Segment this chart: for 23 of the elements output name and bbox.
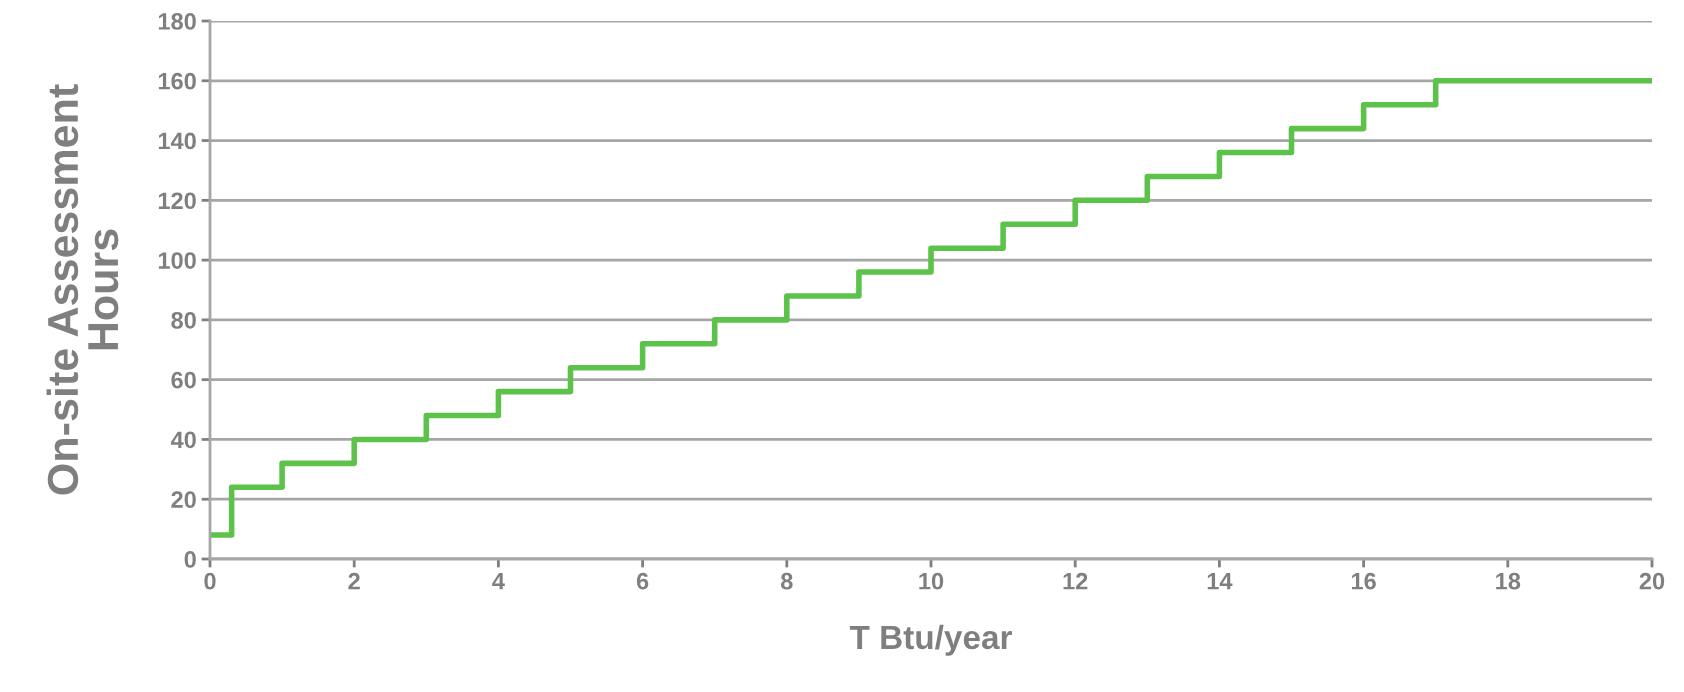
x-tick-label: 10	[919, 572, 944, 590]
y-tick-label: 100	[158, 252, 196, 269]
x-tick-label: 18	[1496, 572, 1521, 590]
y-tick-label: 60	[171, 371, 196, 389]
x-tick-label: 8	[780, 572, 793, 590]
x-tick-label: 2	[348, 572, 360, 590]
y-tick-label: 120	[158, 192, 196, 210]
y-tick-label: 140	[158, 132, 196, 150]
y-tick-label: 180	[158, 13, 196, 30]
y-tick-label: 0	[184, 551, 196, 568]
y-tick-label: 40	[170, 431, 196, 449]
x-axis-title: T Btu/year	[849, 624, 1012, 656]
y-axis-title: On-site Assessment Hours	[46, 84, 119, 495]
x-tick-label: 4	[492, 573, 505, 590]
x-tick-label: 14	[1207, 573, 1233, 590]
x-tick-label: 6	[636, 572, 649, 590]
y-tick-label: 160	[158, 72, 196, 90]
x-tick-label: 16	[1351, 572, 1376, 590]
x-tick-label: 20	[1639, 572, 1665, 590]
y-tick-label: 20	[171, 491, 196, 509]
x-tick-label: 0	[204, 572, 216, 590]
y-tick-label: 80	[171, 311, 196, 329]
x-tick-label: 12	[1063, 572, 1088, 590]
